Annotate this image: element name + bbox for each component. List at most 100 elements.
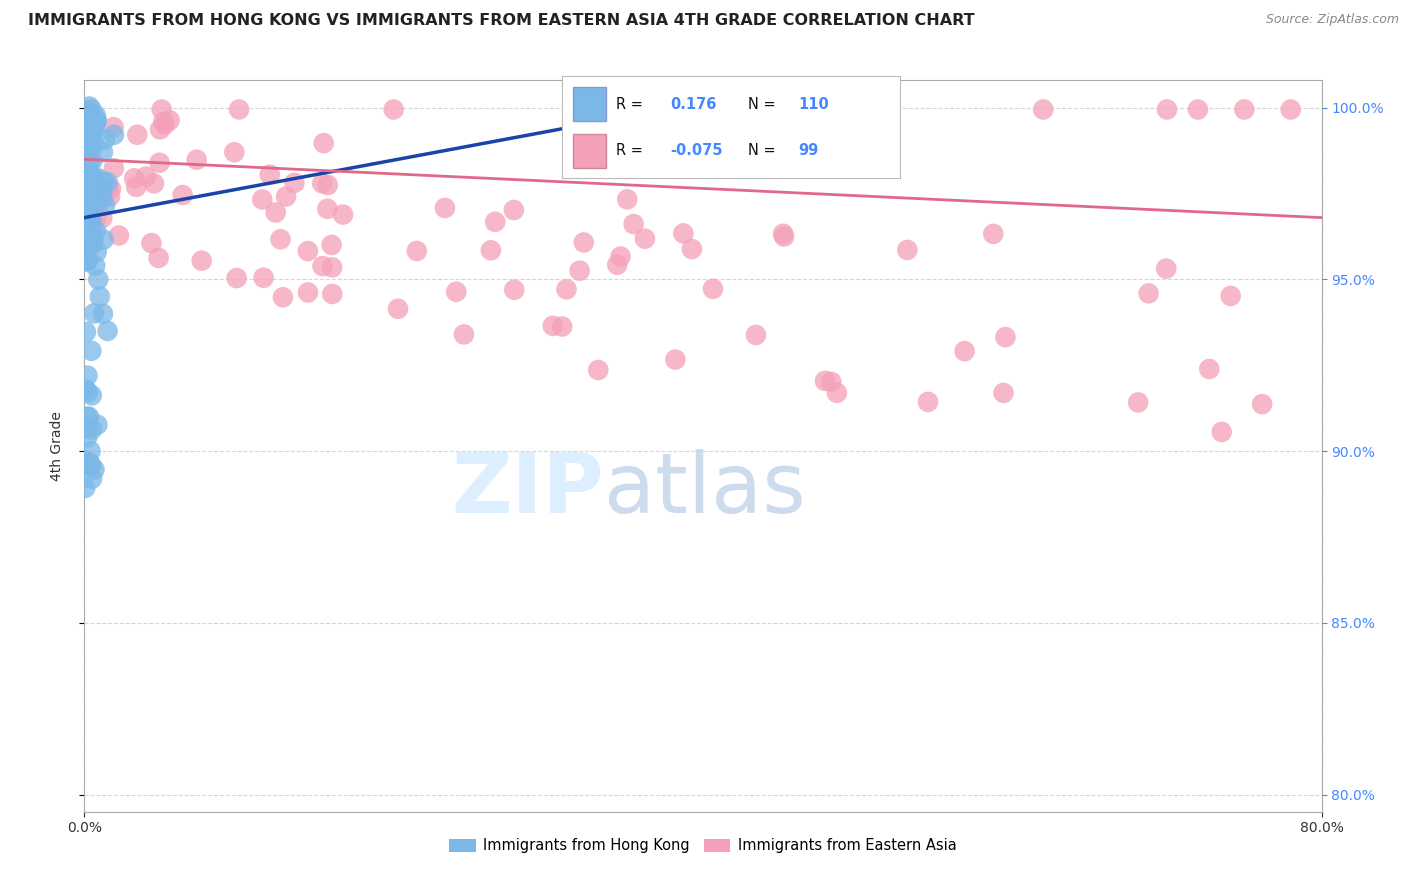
- Point: [321, 287, 343, 301]
- Text: 99: 99: [799, 143, 818, 158]
- Point: [79, 128, 101, 142]
- Point: [75, 167, 97, 181]
- Point: [141, 236, 163, 251]
- Point: [83, 306, 105, 320]
- Point: [73, 186, 96, 200]
- Point: [76, 187, 98, 202]
- Point: [84, 259, 107, 273]
- Point: [91, 183, 114, 197]
- Point: [103, 128, 125, 142]
- Point: [75, 166, 97, 180]
- Point: [84, 115, 107, 129]
- Point: [79, 154, 101, 169]
- Point: [79, 136, 101, 150]
- Point: [77, 253, 100, 268]
- Point: [80, 169, 103, 183]
- Point: [83, 137, 105, 152]
- Point: [681, 242, 703, 256]
- Point: [702, 282, 724, 296]
- Point: [479, 244, 502, 258]
- Point: [82, 171, 104, 186]
- Point: [77, 115, 100, 129]
- Point: [87, 171, 110, 186]
- Point: [103, 161, 125, 176]
- Point: [77, 236, 100, 251]
- Point: [75, 254, 97, 268]
- Point: [103, 120, 125, 135]
- Point: [484, 215, 506, 229]
- Point: [76, 209, 98, 223]
- Point: [83, 173, 105, 187]
- Point: [634, 232, 657, 246]
- Point: [172, 188, 194, 202]
- Point: [149, 122, 172, 136]
- Point: [86, 417, 108, 432]
- Point: [76, 368, 98, 383]
- Point: [896, 243, 918, 257]
- Point: [614, 103, 637, 117]
- Point: [274, 189, 297, 203]
- Point: [75, 184, 97, 198]
- Point: [153, 118, 176, 132]
- Point: [76, 253, 98, 268]
- Point: [76, 105, 98, 120]
- Point: [623, 217, 645, 231]
- Point: [190, 253, 212, 268]
- Point: [143, 177, 166, 191]
- Point: [80, 388, 103, 402]
- Point: [84, 224, 107, 238]
- Point: [84, 171, 107, 186]
- Point: [1219, 289, 1241, 303]
- Point: [1251, 397, 1274, 411]
- Point: [94, 132, 117, 146]
- Point: [264, 205, 287, 219]
- Point: [75, 325, 97, 339]
- Point: [79, 456, 101, 470]
- Point: [86, 244, 108, 259]
- Point: [97, 324, 120, 338]
- Point: [159, 113, 181, 128]
- Point: [84, 211, 107, 226]
- Point: [77, 119, 100, 133]
- Point: [1137, 286, 1160, 301]
- Point: [80, 423, 103, 437]
- Point: [316, 178, 339, 192]
- Point: [108, 228, 131, 243]
- Point: [82, 236, 104, 251]
- Point: [981, 227, 1004, 241]
- Point: [83, 175, 105, 189]
- Point: [91, 307, 114, 321]
- Point: [453, 327, 475, 342]
- Point: [79, 139, 101, 153]
- Point: [75, 161, 97, 176]
- Point: [382, 103, 405, 117]
- Point: [75, 247, 97, 261]
- Legend: Immigrants from Hong Kong, Immigrants from Eastern Asia: Immigrants from Hong Kong, Immigrants fr…: [444, 832, 962, 859]
- Point: [150, 103, 173, 117]
- FancyBboxPatch shape: [572, 135, 606, 168]
- Point: [83, 463, 105, 477]
- Point: [252, 193, 274, 207]
- Point: [73, 112, 96, 127]
- Point: [86, 113, 108, 128]
- Point: [316, 202, 339, 216]
- Point: [228, 103, 250, 117]
- Point: [568, 263, 591, 277]
- Point: [825, 385, 848, 400]
- Point: [82, 154, 104, 169]
- Point: [91, 145, 114, 160]
- Point: [616, 192, 638, 206]
- Point: [82, 121, 104, 136]
- Point: [77, 186, 100, 200]
- Text: N =: N =: [748, 96, 776, 112]
- Point: [77, 173, 100, 187]
- Point: [79, 99, 101, 113]
- Text: R =: R =: [616, 96, 644, 112]
- Point: [259, 168, 281, 182]
- Point: [572, 235, 595, 250]
- Point: [77, 172, 100, 186]
- Point: [586, 363, 609, 377]
- Point: [76, 195, 98, 210]
- Point: [77, 122, 100, 136]
- Point: [77, 409, 100, 424]
